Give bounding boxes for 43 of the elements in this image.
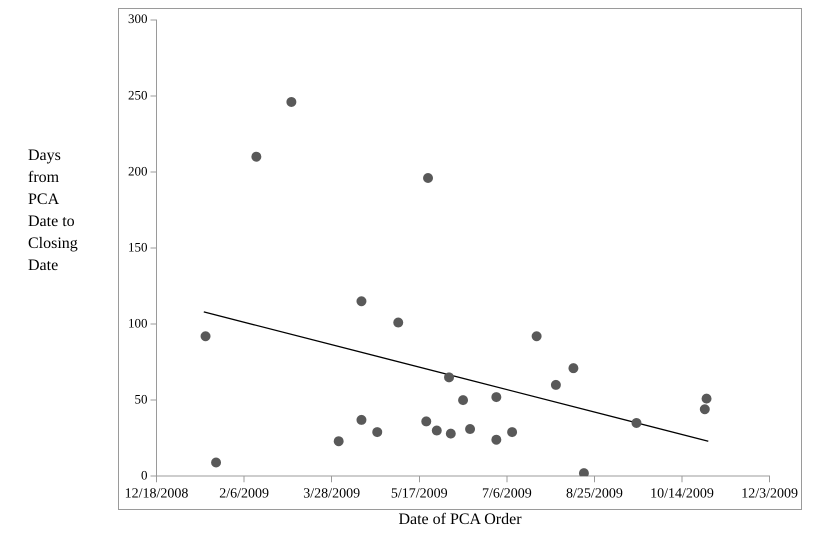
point bbox=[465, 424, 476, 434]
point bbox=[446, 428, 456, 439]
point bbox=[458, 395, 468, 406]
point bbox=[532, 331, 542, 342]
point bbox=[578, 468, 589, 476]
y-tick-label: 300 bbox=[128, 11, 148, 26]
point bbox=[356, 414, 366, 425]
x-tick-label: 8/25/2009 bbox=[566, 486, 623, 502]
y-tick-label: 200 bbox=[128, 163, 148, 178]
point bbox=[507, 427, 518, 438]
point bbox=[393, 318, 404, 328]
point bbox=[286, 96, 296, 107]
point bbox=[700, 404, 710, 414]
x-tick-label: 7/6/2009 bbox=[482, 486, 532, 502]
x-tick-label: 12/18/2008 bbox=[124, 486, 188, 502]
point bbox=[702, 394, 712, 404]
point bbox=[421, 416, 432, 426]
point bbox=[550, 380, 561, 390]
x-tick-label: 2/6/2009 bbox=[219, 486, 269, 502]
x-tick-label: 3/28/2009 bbox=[303, 486, 360, 502]
point bbox=[334, 436, 344, 446]
point bbox=[356, 296, 366, 306]
point bbox=[211, 458, 222, 468]
x-tick-label: 5/17/2009 bbox=[390, 486, 448, 502]
point bbox=[251, 152, 262, 162]
y-tick-label: 150 bbox=[128, 239, 148, 254]
point bbox=[491, 392, 502, 402]
y-tick-label: 0 bbox=[141, 468, 148, 483]
point bbox=[423, 173, 434, 184]
point bbox=[491, 434, 502, 445]
y-tick-label: 250 bbox=[128, 87, 148, 102]
point bbox=[568, 363, 578, 374]
x-tick-label: 10/14/2009 bbox=[650, 486, 714, 502]
point bbox=[432, 426, 442, 436]
x-axis-title: Date of PCA Order bbox=[397, 511, 523, 529]
y-tick-label: 100 bbox=[128, 315, 148, 330]
y-axis-title: Days from PCA Date to Closing Date bbox=[28, 146, 79, 276]
x-tick-label: 12/3/2009 bbox=[741, 486, 798, 502]
point bbox=[631, 418, 642, 428]
point bbox=[444, 372, 454, 382]
y-tick-label: 50 bbox=[134, 392, 148, 407]
point bbox=[372, 427, 382, 438]
point bbox=[200, 331, 211, 342]
